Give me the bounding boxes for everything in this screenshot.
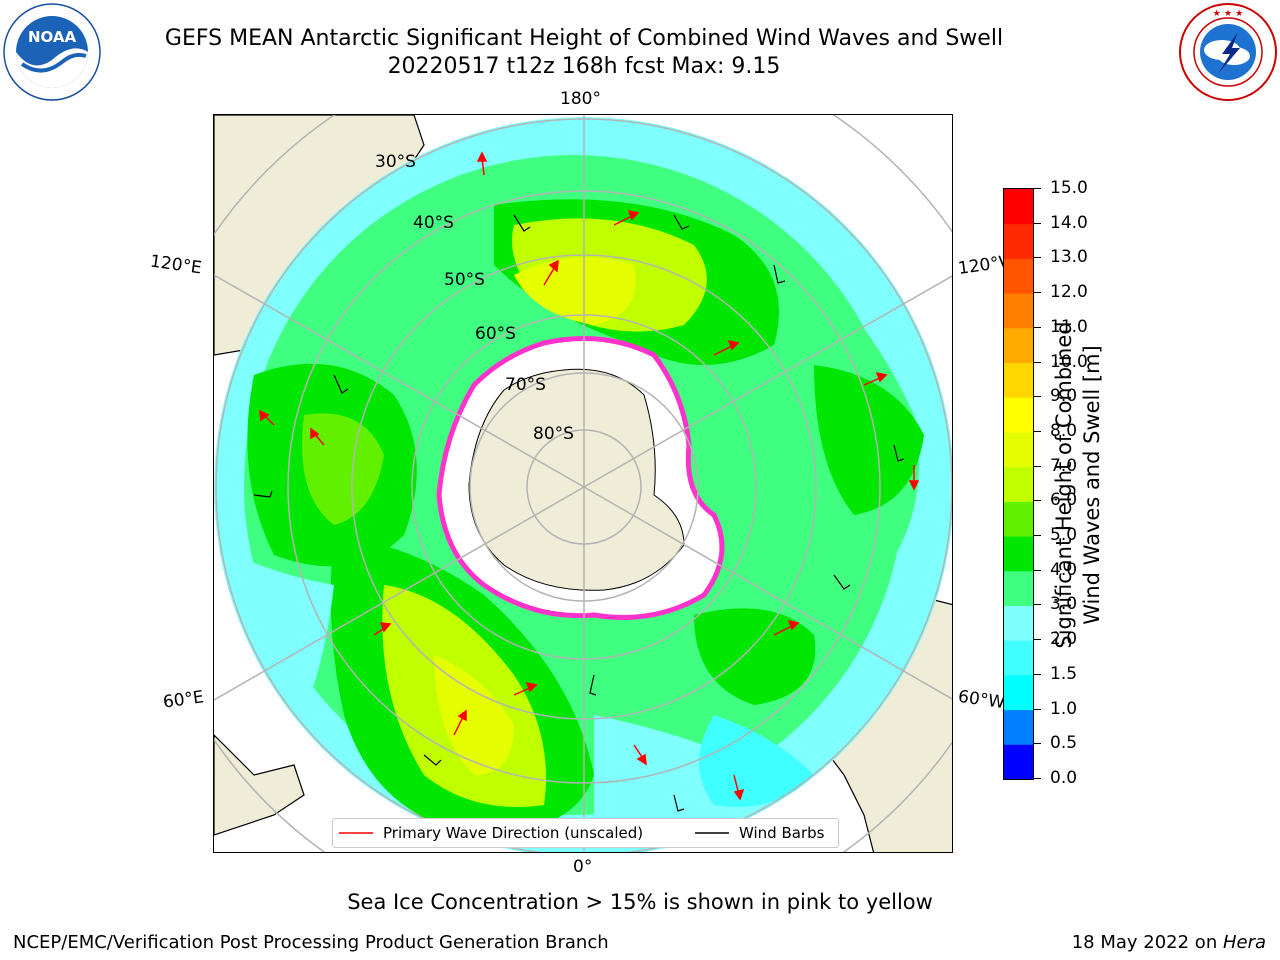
credit-left: NCEP/EMC/Verification Post Processing Pr… xyxy=(13,932,609,953)
colorbar-swatches xyxy=(1004,189,1033,780)
map-legend: Primary Wave Direction (unscaled) Wind B… xyxy=(332,818,839,848)
colorbar-swatch xyxy=(1004,397,1033,433)
credit-right: 18 May 2022 on Hera xyxy=(1072,932,1266,953)
colorbar-label-line2: Wind Waves and Swell [m] xyxy=(1080,345,1104,625)
colorbar-tick-mark xyxy=(1034,396,1041,398)
wind-barbs xyxy=(253,214,905,812)
colorbar-swatch xyxy=(1004,570,1033,606)
wave-height-field xyxy=(214,117,952,852)
colorbar-tick-label: 1.0 xyxy=(1050,698,1078,719)
colorbar-swatch xyxy=(1004,640,1033,676)
polar-map: Primary Wave Direction (unscaled) Wind B… xyxy=(213,114,953,853)
colorbar-swatch xyxy=(1004,327,1033,364)
colorbar-swatch xyxy=(1004,709,1033,745)
noaa-logo-text: NOAA xyxy=(28,28,77,46)
lon-label-120e: 120°E xyxy=(148,251,203,279)
colorbar-swatch xyxy=(1004,362,1033,398)
colorbar-tick-label: 6.0 xyxy=(1050,490,1078,511)
lon-label-60e: 60°E xyxy=(161,687,206,713)
colorbar-label-line1: Significant Height of Combined xyxy=(1052,321,1076,649)
colorbar-tick-mark xyxy=(1034,257,1041,259)
colorbar-tick-mark xyxy=(1034,778,1041,779)
lat-label-40s: 40°S xyxy=(413,213,454,233)
colorbar-swatch xyxy=(1004,258,1033,294)
colorbar-tick-label: 9.0 xyxy=(1050,386,1078,407)
colorbar xyxy=(1003,188,1034,780)
colorbar-swatch xyxy=(1004,431,1033,468)
colorbar-tick-mark xyxy=(1034,673,1041,675)
wave-legend-swatch xyxy=(339,832,373,834)
wave-legend-label: Primary Wave Direction (unscaled) xyxy=(383,824,644,842)
colorbar-tick-mark xyxy=(1034,292,1041,294)
colorbar-swatch xyxy=(1004,293,1033,329)
lat-label-50s: 50°S xyxy=(444,270,485,290)
colorbar-swatch xyxy=(1004,536,1033,572)
map-svg xyxy=(214,115,952,852)
colorbar-tick-mark xyxy=(1034,569,1041,571)
colorbar-swatch xyxy=(1004,223,1033,259)
colorbar-tick-label: 0.0 xyxy=(1050,768,1078,788)
colorbar-label: Significant Height of Combined Wind Wave… xyxy=(1050,185,1106,785)
colorbar-tick-label: 10.0 xyxy=(1050,351,1088,372)
colorbar-swatch xyxy=(1004,466,1033,502)
barb-legend-label: Wind Barbs xyxy=(739,824,825,842)
noaa-logo: NOAA xyxy=(2,2,102,102)
colorbar-tick-mark xyxy=(1034,708,1041,710)
lon-label-0: 0° xyxy=(573,857,593,877)
colorbar-swatch xyxy=(1004,744,1033,780)
footnote: Sea Ice Concentration > 15% is shown in … xyxy=(347,890,933,914)
colorbar-tick-label: 12.0 xyxy=(1050,282,1088,303)
colorbar-tick-label: 4.0 xyxy=(1050,559,1078,580)
colorbar-tick-mark xyxy=(1034,361,1041,363)
colorbar-tick-label: 11.0 xyxy=(1050,316,1088,337)
lat-label-80s: 80°S xyxy=(533,424,574,444)
colorbar-swatch xyxy=(1004,189,1033,225)
plot-title: GEFS MEAN Antarctic Significant Height o… xyxy=(164,26,1004,51)
credit-date: 18 May 2022 on xyxy=(1071,932,1223,953)
colorbar-tick-mark xyxy=(1034,604,1041,606)
colorbar-tick-mark xyxy=(1034,188,1041,189)
svg-text:★ ★ ★: ★ ★ ★ xyxy=(1213,9,1243,19)
colorbar-tick-label: 1.5 xyxy=(1050,663,1078,684)
colorbar-tick-label: 13.0 xyxy=(1050,247,1088,268)
colorbar-tick-label: 5.0 xyxy=(1050,525,1078,546)
colorbar-tick-label: 15.0 xyxy=(1050,178,1088,198)
colorbar-tick-mark xyxy=(1034,535,1041,537)
barb-legend-swatch xyxy=(695,832,729,834)
colorbar-tick-label: 8.0 xyxy=(1050,420,1078,441)
colorbar-tick-label: 0.5 xyxy=(1050,733,1078,754)
colorbar-swatch xyxy=(1004,674,1033,711)
wave-direction-arrows xyxy=(259,151,920,801)
lon-label-180: 180° xyxy=(560,89,601,109)
graticule xyxy=(214,115,952,852)
lat-label-60s: 60°S xyxy=(475,324,516,344)
colorbar-tick-mark xyxy=(1034,639,1041,641)
colorbar-swatch xyxy=(1004,605,1033,641)
colorbar-tick-mark xyxy=(1034,743,1041,745)
credit-host: Hera xyxy=(1222,932,1266,953)
colorbar-tick-mark xyxy=(1034,430,1041,432)
colorbar-tick-label: 7.0 xyxy=(1050,455,1078,476)
lat-label-30s: 30°S xyxy=(375,152,416,172)
colorbar-tick-mark xyxy=(1034,465,1041,467)
nws-logo: ★ ★ ★ xyxy=(1178,2,1278,102)
colorbar-tick-mark xyxy=(1034,222,1041,224)
colorbar-tick-label: 3.0 xyxy=(1050,594,1078,615)
colorbar-tick-mark xyxy=(1034,326,1041,328)
lon-label-60w: 60°W xyxy=(956,686,1007,714)
colorbar-tick-label: 2.0 xyxy=(1050,629,1078,650)
colorbar-tick-label: 14.0 xyxy=(1050,212,1088,233)
lat-label-70s: 70°S xyxy=(505,375,546,395)
colorbar-tick-mark xyxy=(1034,500,1041,502)
antarctica xyxy=(436,336,725,620)
colorbar-swatch xyxy=(1004,501,1033,537)
plot-subtitle: 20220517 t12z 168h fcst Max: 9.15 xyxy=(387,54,781,79)
